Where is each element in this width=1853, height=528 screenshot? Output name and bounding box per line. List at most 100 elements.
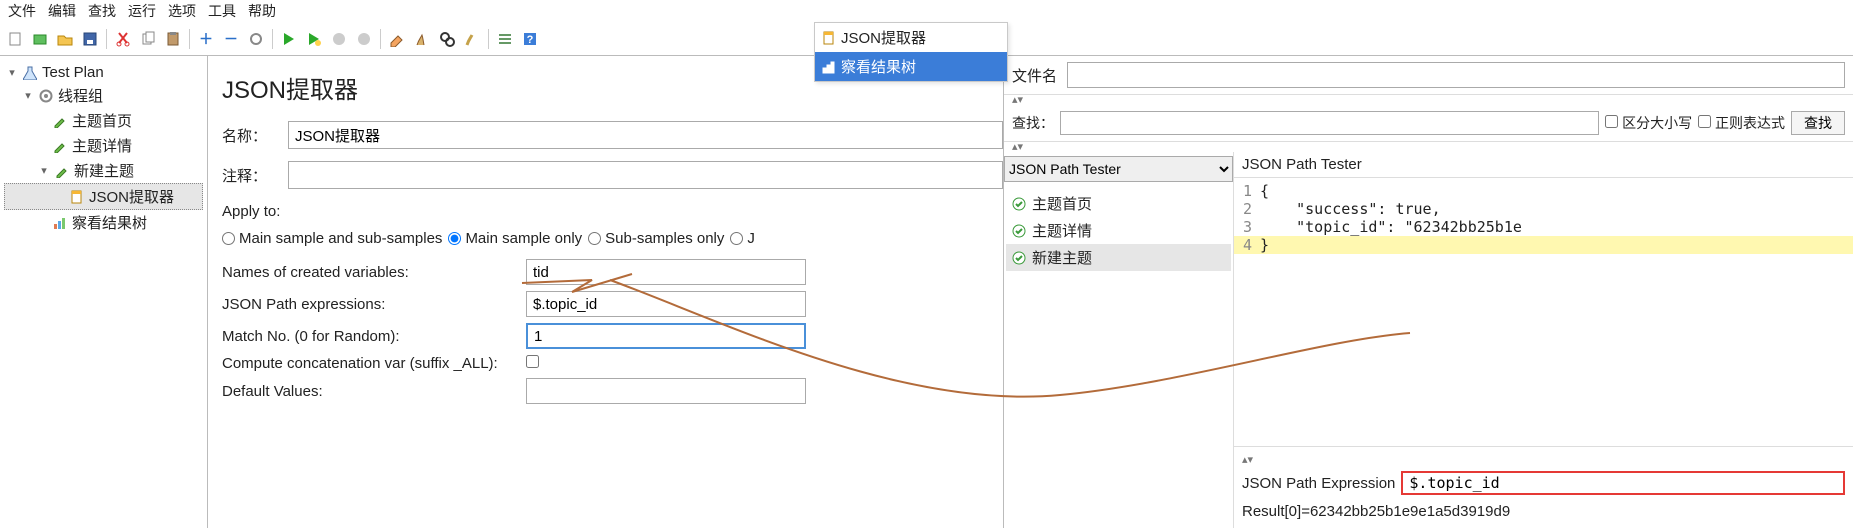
results-pane: 文件名 ▴▾ 查找： 区分大小写 正则表达式 查找 ▴▾ JSON Path T… [1003, 56, 1853, 528]
tb-function[interactable] [461, 28, 483, 50]
chart-icon [821, 59, 837, 75]
twisty-icon[interactable]: ▾ [6, 66, 18, 79]
expr-input[interactable] [1401, 471, 1845, 495]
tree-node-label: 主题详情 [72, 135, 132, 156]
default-input[interactable] [526, 378, 806, 404]
tb-open[interactable] [54, 28, 76, 50]
menu-options[interactable]: 选项 [166, 1, 198, 21]
tree-node-label: 主题首页 [72, 110, 132, 131]
tree-root[interactable]: ▾ Test Plan [4, 62, 203, 83]
tb-clear[interactable] [386, 28, 408, 50]
find-input[interactable] [1060, 111, 1599, 135]
doc-icon [69, 189, 85, 205]
flask-icon [22, 65, 38, 81]
tb-copy[interactable] [137, 28, 159, 50]
tb-templates[interactable] [29, 28, 51, 50]
tb-paste[interactable] [162, 28, 184, 50]
svg-text:?: ? [527, 34, 534, 46]
samples-list[interactable]: 主题首页 主题详情 新建主题 [1004, 186, 1233, 528]
tree-sampler[interactable]: 主题详情 [4, 133, 203, 158]
tb-toggle[interactable] [245, 28, 267, 50]
apply-opt-jmeter-var[interactable]: J [730, 230, 755, 247]
success-icon [1012, 224, 1026, 238]
match-label: Match No. (0 for Random): [222, 328, 522, 345]
name-input[interactable] [288, 121, 1003, 149]
match-input[interactable] [526, 323, 806, 349]
tb-collapse[interactable]: － [220, 28, 242, 50]
list-item-label: 主题首页 [1032, 193, 1092, 214]
path-input[interactable] [526, 291, 806, 317]
apply-opt-main[interactable]: Main sample only [448, 230, 582, 247]
gear-icon [38, 88, 54, 104]
filename-input[interactable] [1067, 62, 1845, 88]
json-tester-header: JSON Path Tester [1234, 152, 1853, 178]
test-plan-tree[interactable]: ▾ Test Plan ▾ 线程组 主题首页 主题详情 ▾ 新建主题 JSON提… [0, 56, 208, 528]
find-button[interactable]: 查找 [1791, 111, 1845, 135]
tb-expand[interactable]: ＋ [195, 28, 217, 50]
concat-checkbox[interactable] [526, 355, 539, 368]
tree-sampler[interactable]: 主题首页 [4, 108, 203, 133]
pencil-icon [52, 138, 68, 154]
tb-new[interactable] [4, 28, 26, 50]
names-input[interactable] [526, 259, 806, 285]
success-icon [1012, 251, 1026, 265]
menu-tools[interactable]: 工具 [206, 1, 238, 21]
apply-to-label: Apply to: [222, 203, 1003, 220]
apply-opt-sub[interactable]: Sub-samples only [588, 230, 724, 247]
tb-sep [380, 29, 381, 49]
json-response[interactable]: 1{ 2 "success": true, 3 "topic_id": "623… [1234, 178, 1853, 446]
tb-cut[interactable] [112, 28, 134, 50]
tb-clear-all[interactable] [411, 28, 433, 50]
tester-dropdown[interactable]: JSON Path Tester [1004, 156, 1233, 182]
popup-item-label: 察看结果树 [841, 56, 916, 77]
split-handle[interactable]: ▴▾ [1242, 455, 1845, 465]
apply-opt-main-sub[interactable]: Main sample and sub-samples [222, 230, 442, 247]
list-item[interactable]: 主题详情 [1006, 217, 1231, 244]
split-handle[interactable]: ▴▾ [1004, 95, 1853, 105]
tb-search[interactable] [436, 28, 458, 50]
tree-node-label: Test Plan [42, 64, 104, 81]
tb-options[interactable] [494, 28, 516, 50]
list-item[interactable]: 主题首页 [1006, 190, 1231, 217]
expr-label: JSON Path Expression [1242, 475, 1395, 492]
menu-run[interactable]: 运行 [126, 1, 158, 21]
case-checkbox[interactable]: 区分大小写 [1605, 113, 1692, 133]
tb-sep [488, 29, 489, 49]
find-label: 查找： [1012, 113, 1054, 133]
tb-save[interactable] [79, 28, 101, 50]
twisty-icon[interactable]: ▾ [38, 164, 50, 177]
popup-item-json-extractor[interactable]: JSON提取器 [815, 23, 1007, 52]
tree-popup: JSON提取器 察看结果树 [814, 22, 1008, 82]
result-text: Result[0]=62342bb25b1e9e1a5d3919d9 [1242, 503, 1845, 520]
tb-start[interactable] [278, 28, 300, 50]
pencil-icon [54, 163, 70, 179]
tree-node-label: 线程组 [58, 85, 103, 106]
comment-input[interactable] [288, 161, 1003, 189]
tree-node-label: JSON提取器 [89, 186, 174, 207]
tree-results-tree[interactable]: 察看结果树 [4, 210, 203, 235]
path-label: JSON Path expressions: [222, 296, 522, 313]
tree-json-extractor[interactable]: JSON提取器 [4, 183, 203, 210]
tb-stop[interactable] [328, 28, 350, 50]
tb-help[interactable]: ? [519, 28, 541, 50]
menu-bar: 文件 编辑 查找 运行 选项 工具 帮助 [0, 0, 1853, 22]
tree-sampler[interactable]: ▾ 新建主题 [4, 158, 203, 183]
tree-thread-group[interactable]: ▾ 线程组 [4, 83, 203, 108]
chart-icon [52, 215, 68, 231]
name-label: 名称： [222, 125, 282, 146]
menu-edit[interactable]: 编辑 [46, 1, 78, 21]
menu-help[interactable]: 帮助 [246, 1, 278, 21]
tb-start-notify[interactable] [303, 28, 325, 50]
split-handle[interactable]: ▴▾ [1004, 142, 1853, 152]
twisty-icon[interactable]: ▾ [22, 89, 34, 102]
success-icon [1012, 197, 1026, 211]
menu-find[interactable]: 查找 [86, 1, 118, 21]
popup-item-results-tree[interactable]: 察看结果树 [815, 52, 1007, 81]
tree-node-label: 察看结果树 [72, 212, 147, 233]
comment-label: 注释： [222, 165, 282, 186]
regex-checkbox[interactable]: 正则表达式 [1698, 113, 1785, 133]
list-item[interactable]: 新建主题 [1006, 244, 1231, 271]
tb-sep [106, 29, 107, 49]
menu-file[interactable]: 文件 [6, 1, 38, 21]
tb-shutdown[interactable] [353, 28, 375, 50]
